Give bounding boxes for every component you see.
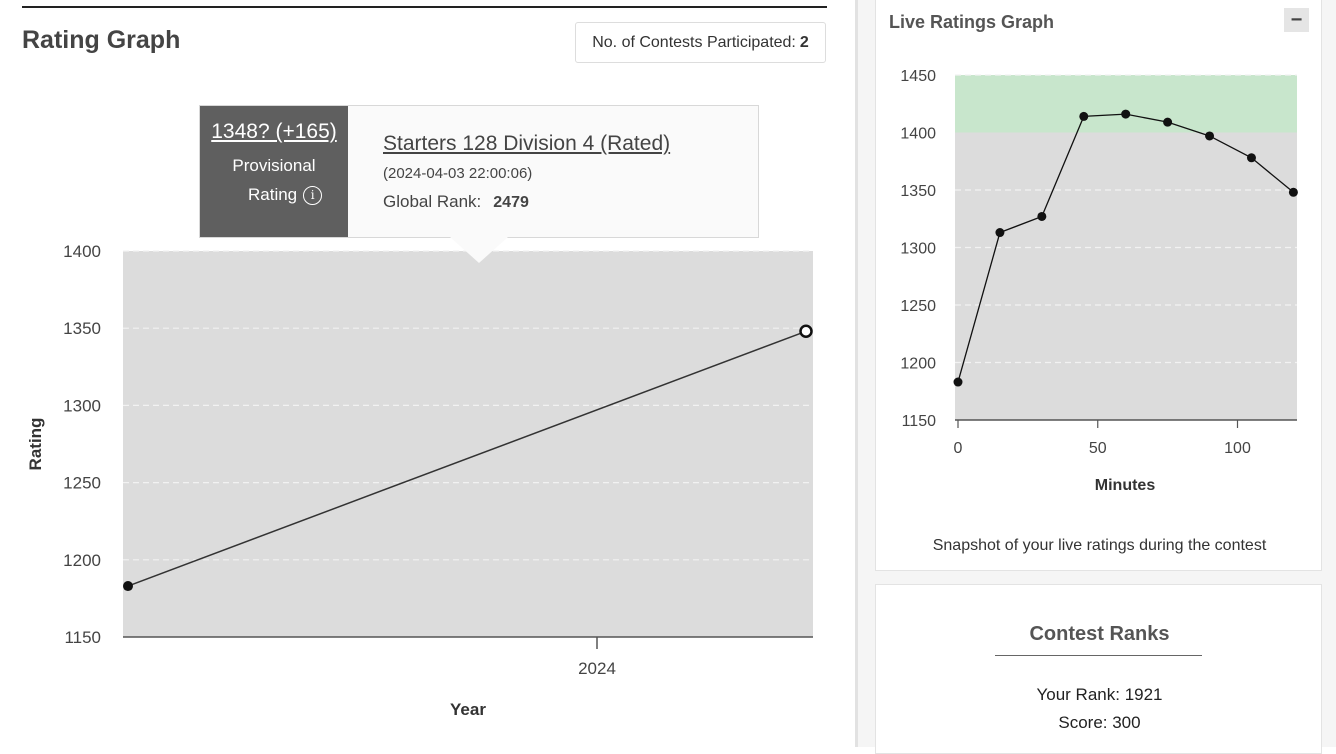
live-ratings-caption: Snapshot of your live ratings during the… — [932, 537, 1267, 554]
live-ratings-title: Live Ratings Graph — [889, 12, 1055, 32]
highlight-band — [955, 75, 1297, 133]
tooltip-rating-block: 1348? (+165) Provisional Rating i — [200, 106, 348, 237]
data-point — [1037, 211, 1047, 221]
tooltip-contest-link[interactable]: Starters 128 Division 4 (Rated) — [383, 132, 671, 155]
contest-ranks-title: Contest Ranks — [1029, 623, 1170, 645]
rating-line — [127, 330, 807, 587]
y-tick-label: 1200 — [63, 551, 101, 570]
rating-tooltip: 1348? (+165) Provisional Rating i Starte… — [199, 105, 759, 263]
y-tick-label: 1300 — [900, 241, 936, 258]
data-point — [1121, 109, 1131, 119]
y-tick-label: 1200 — [900, 356, 936, 373]
y-tick-label: 1250 — [900, 298, 936, 315]
y-tick-label: 1350 — [900, 183, 936, 200]
plot-area — [123, 251, 813, 637]
rating-graph-panel: Rating Graph No. of Contests Participate… — [22, 6, 827, 719]
global-rank-label: Global Rank: — [383, 192, 482, 211]
tooltip-date: (2024-04-03 22:00:06) — [383, 165, 533, 182]
info-icon[interactable]: i — [303, 185, 323, 205]
x-tick-label: 2024 — [578, 659, 616, 678]
x-tick-label: 0 — [954, 440, 963, 457]
y-tick-label: 1400 — [63, 242, 101, 261]
data-point — [953, 377, 963, 387]
contest-ranks-card: Contest Ranks Your Rank: 1921 Score: 300 — [875, 584, 1322, 754]
tooltip-rating-label: Rating — [248, 185, 298, 204]
global-rank-value: 2479 — [493, 194, 529, 211]
contests-count: 2 — [799, 33, 809, 51]
your-rank: Your Rank: 1921 — [1036, 685, 1163, 704]
score: Score: 300 — [1058, 713, 1141, 732]
tooltip-provisional: Provisional — [232, 156, 316, 175]
live-ratings-chart: 1150 1200 1250 1300 1350 1400 1450 0 50 100 Minute… — [900, 68, 1298, 494]
tooltip-arrow — [450, 237, 508, 263]
data-point — [1288, 187, 1298, 197]
y-tick-label: 1450 — [900, 68, 936, 85]
panel-divider — [855, 0, 858, 747]
y-tick-label: 1250 — [63, 474, 101, 493]
x-axis-label: Minutes — [1095, 477, 1156, 494]
data-point — [995, 228, 1005, 238]
tooltip-rating-label-row: Rating i — [248, 185, 323, 205]
y-tick-label: 1150 — [902, 413, 937, 430]
tooltip-rating-value[interactable]: 1348? (+165) — [211, 120, 337, 143]
data-point-selected — [799, 324, 813, 339]
y-tick-label: 1150 — [64, 628, 101, 647]
contest-ranks-underline — [995, 655, 1202, 656]
tooltip-global-rank: Global Rank: 2479 — [383, 192, 529, 212]
top-rule — [22, 6, 827, 8]
y-tick-label: 1300 — [63, 396, 101, 415]
data-point — [1246, 153, 1256, 163]
data-point — [123, 581, 133, 592]
x-axis-label: Year — [450, 700, 486, 719]
live-ratings-card: Live Ratings Graph − 1150 1200 1250 1300 135… — [875, 0, 1322, 571]
data-point — [1079, 111, 1089, 121]
x-tick-label: 50 — [1089, 440, 1107, 457]
minimize-button[interactable]: − — [1284, 8, 1309, 32]
y-tick-label: 1400 — [900, 126, 936, 143]
y-axis-label: Rating — [26, 418, 45, 471]
x-tick-label: 100 — [1224, 440, 1251, 457]
contests-participated-badge: No. of Contests Participated: 2 — [575, 22, 826, 63]
y-tick-label: 1350 — [63, 319, 101, 338]
data-point — [1163, 117, 1173, 127]
rating-chart: 1150 1200 1250 1300 1350 1400 2024 Year Rating — [26, 242, 813, 719]
contests-label: No. of Contests Participated: — [592, 33, 796, 51]
data-point — [1205, 131, 1215, 141]
rating-graph-title: Rating Graph — [22, 26, 181, 54]
